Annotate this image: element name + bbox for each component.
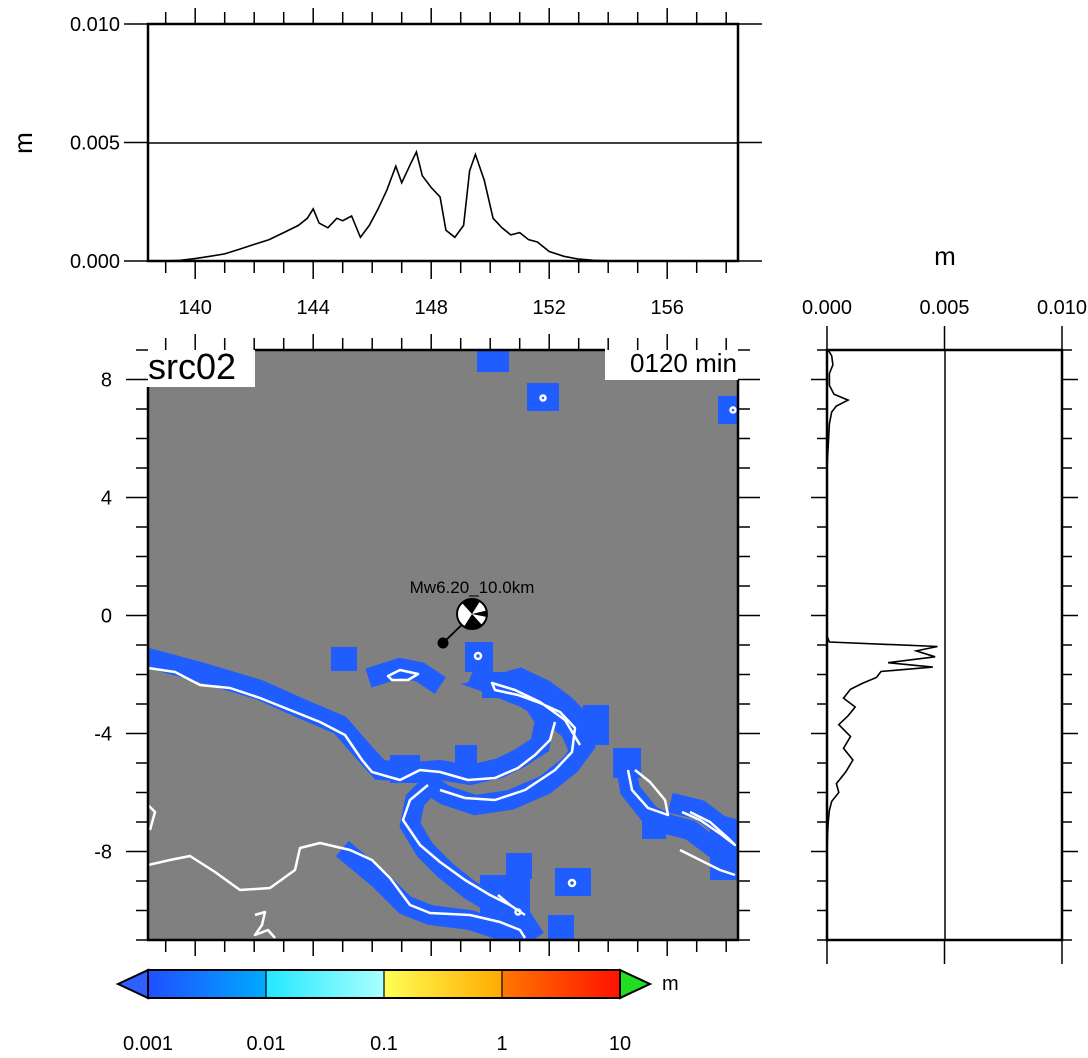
map-content: Mw6.20_10.0km xyxy=(148,350,738,940)
colorbar-over-triangle xyxy=(619,968,653,1000)
top-profile-x-tick-label: 152 xyxy=(533,297,566,319)
top-profile-panel: 0.000 0.005 0.010 140 144 148 152 156 m xyxy=(8,8,762,319)
right-profile-series-line xyxy=(826,349,938,940)
epicenter-label: Mw6.20_10.0km xyxy=(410,578,535,597)
focal-mechanism-beachball xyxy=(456,598,488,630)
wave-spot-1 xyxy=(477,350,509,372)
map-ticks xyxy=(126,334,760,956)
coastlines xyxy=(148,394,737,939)
wave-spot-7 xyxy=(583,705,609,745)
top-profile-y-tick-label: 0.010 xyxy=(70,14,120,36)
coastline-small-island-sw xyxy=(253,910,276,939)
right-profile-ticks xyxy=(811,326,1078,964)
top-profile-ylabel: m xyxy=(8,132,38,154)
map-y-tick-label: 0 xyxy=(101,606,112,628)
coastline-solomon-east xyxy=(679,848,736,877)
top-profile-x-tick-labels: 140 144 148 152 156 xyxy=(179,297,684,319)
top-profile-x-tick-label: 156 xyxy=(651,297,684,319)
coastline-papuan-peninsula xyxy=(401,784,511,907)
map-y-tick-label: 4 xyxy=(101,488,112,510)
map-panel: Mw6.20_10.0km src02 0120 min 8 4 0 -4 -8 xyxy=(94,334,760,956)
coastline-new-guinea-south xyxy=(148,841,527,939)
right-profile-x-tick-label: 0.000 xyxy=(802,297,852,319)
top-profile-y-ticks: 0.000 0.005 0.010 xyxy=(70,14,762,273)
colorbar-segment-4 xyxy=(502,970,620,998)
colorbar-tick-labels: 0.001 0.01 0.1 1 10 xyxy=(123,1033,631,1055)
coastline-new-guinea-north xyxy=(148,666,557,782)
top-profile-x-tick-label: 140 xyxy=(179,297,212,319)
station-marker xyxy=(437,637,449,649)
source-label-box xyxy=(145,347,255,387)
right-profile-panel: 0.000 0.005 0.010 m xyxy=(802,241,1087,964)
right-profile-x-tick-label: 0.005 xyxy=(919,297,969,319)
map-y-tick-label: -4 xyxy=(94,724,112,746)
top-profile-x-tick-label: 144 xyxy=(297,297,330,319)
colorbar-tick-label: 10 xyxy=(609,1033,631,1055)
colorbar-tick-label: 0.001 xyxy=(123,1033,173,1055)
colorbar-tick-label: 0.1 xyxy=(370,1033,398,1055)
colorbar: 0.001 0.01 0.1 1 10 m xyxy=(115,968,679,1055)
colorbar-segment-1 xyxy=(148,970,266,998)
wave-spot-9 xyxy=(506,853,532,879)
time-label-box xyxy=(605,347,740,380)
wave-spot-10 xyxy=(555,868,591,896)
wave-band-north-coast xyxy=(148,647,596,940)
coastline-small-island-se xyxy=(514,908,522,916)
right-profile-xlabel: m xyxy=(934,241,956,271)
right-profile-x-tick-label: 0.010 xyxy=(1037,297,1087,319)
coastline-new-britain xyxy=(439,681,582,802)
colorbar-tick-label: 1 xyxy=(496,1033,507,1055)
wave-spot-3 xyxy=(718,396,738,424)
colorbar-segment-3 xyxy=(384,970,502,998)
top-profile-y-tick-label: 0.005 xyxy=(70,133,120,155)
colorbar-under-triangle xyxy=(115,968,149,1000)
colorbar-ticks xyxy=(147,970,621,998)
colorbar-segment-2 xyxy=(266,970,384,998)
time-label: 0120 min xyxy=(630,348,737,378)
wave-spot-11 xyxy=(548,915,574,940)
coastline-small-island-e xyxy=(567,878,577,888)
wave-island-spots xyxy=(331,350,738,940)
wave-spot-12 xyxy=(642,815,666,839)
colorbar-unit: m xyxy=(662,973,679,995)
coastline-bougainville xyxy=(681,810,737,847)
coastline-manus xyxy=(386,668,420,682)
top-profile-ticks xyxy=(164,8,727,279)
coastline-small-island-c xyxy=(473,651,483,661)
wave-spot-4 xyxy=(331,647,357,671)
coastline-small-island-n xyxy=(539,394,547,402)
wave-spot-6 xyxy=(455,745,477,767)
right-profile-x-tick-labels: 0.000 0.005 0.010 xyxy=(802,297,1087,319)
coastline-new-ireland xyxy=(626,769,670,817)
top-profile-y-tick-label: 0.000 xyxy=(70,251,120,273)
wave-band-north-islands xyxy=(365,657,446,694)
coastline-small-island-ne xyxy=(729,406,737,414)
wave-spot-5 xyxy=(465,642,493,672)
top-profile-x-tick-label: 148 xyxy=(415,297,448,319)
wave-band-south-coast xyxy=(335,840,533,940)
map-y-tick-label: 8 xyxy=(101,370,112,392)
colorbar-tick-label: 0.01 xyxy=(247,1033,286,1055)
wave-spot-8 xyxy=(613,748,641,778)
map-y-tick-labels: 8 4 0 -4 -8 xyxy=(94,370,112,864)
coastline-west-fragment xyxy=(148,804,157,831)
map-y-tick-label: -8 xyxy=(94,842,112,864)
source-label: src02 xyxy=(148,346,236,387)
top-profile-series-line xyxy=(148,149,738,262)
wave-spot-2 xyxy=(527,383,559,411)
